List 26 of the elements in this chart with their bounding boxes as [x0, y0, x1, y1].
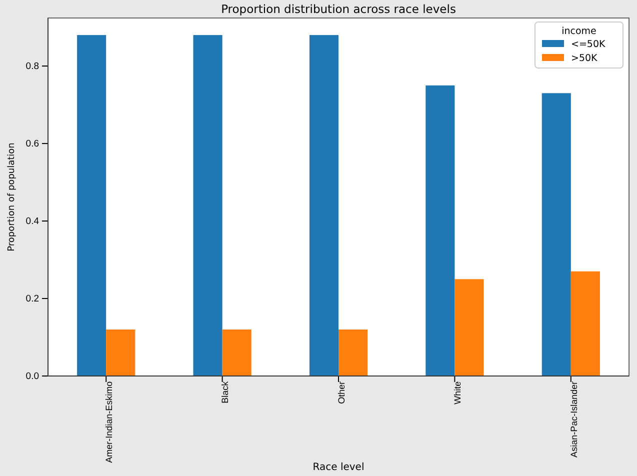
y-tick-label: 0.6 — [26, 138, 39, 150]
legend-label: >50K — [571, 53, 598, 64]
bar — [77, 35, 106, 376]
x-tick-label: Asian-Pac-Islander — [568, 381, 579, 458]
y-tick-label: 0.2 — [26, 294, 39, 305]
bar — [309, 35, 338, 376]
bar — [426, 85, 455, 376]
x-axis-title: Race level — [312, 462, 364, 473]
bar — [542, 93, 571, 376]
chart-title: Proportion distribution across race levels — [221, 2, 456, 16]
legend-title: income — [562, 26, 597, 37]
y-tick-label: 0.8 — [26, 61, 39, 72]
bar — [106, 330, 136, 376]
x-tick-label: Black — [220, 380, 230, 404]
x-tick-label: White — [452, 381, 463, 404]
bar — [222, 330, 252, 376]
bar — [338, 330, 368, 376]
bar — [193, 35, 222, 376]
legend-label: <=50K — [571, 39, 606, 50]
x-tick-label: Other — [336, 381, 346, 404]
y-axis-title: Proportion of population — [7, 142, 17, 252]
bar — [454, 279, 484, 376]
bar — [570, 271, 600, 376]
y-tick-label: 0.4 — [26, 216, 39, 228]
y-tick-label: 0.0 — [26, 371, 39, 382]
x-tick-label: Amer-Indian-Eskimo — [104, 381, 114, 463]
